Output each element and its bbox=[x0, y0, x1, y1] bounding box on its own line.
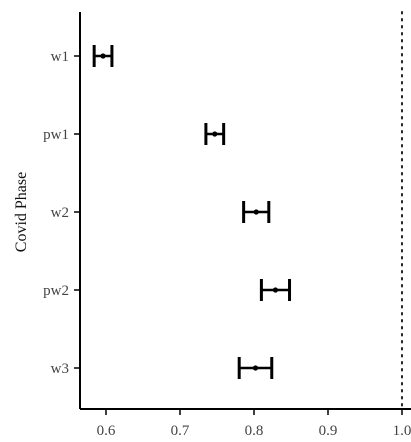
estimate-pw1 bbox=[204, 123, 226, 145]
x-tick-label-0.8: 0.8 bbox=[245, 423, 264, 439]
y-tick-label-pw1: pw1 bbox=[43, 127, 69, 143]
x-tick-label-0.7: 0.7 bbox=[171, 423, 190, 439]
point-estimate-w2 bbox=[253, 209, 259, 215]
estimate-w1 bbox=[92, 45, 114, 67]
point-estimate-w1 bbox=[100, 53, 106, 59]
y-tick-label-pw2: pw2 bbox=[43, 283, 69, 299]
x-tick-label-0.9: 0.9 bbox=[319, 423, 338, 439]
y-tick-label-w2: w2 bbox=[51, 205, 69, 221]
point-estimate-w3 bbox=[252, 365, 259, 371]
estimate-w3 bbox=[237, 357, 274, 379]
y-tick-label-w1: w1 bbox=[51, 49, 69, 65]
estimate-w2 bbox=[242, 201, 271, 223]
estimate-pw2 bbox=[259, 279, 292, 301]
y-tick-label-w3: w3 bbox=[51, 361, 69, 377]
point-estimate-pw2 bbox=[272, 287, 279, 293]
x-tick-label-1.0: 1.0 bbox=[393, 423, 411, 439]
y-axis-title: Covid Phase bbox=[13, 172, 30, 252]
point-estimate-pw1 bbox=[212, 131, 218, 137]
x-tick-label-0.6: 0.6 bbox=[97, 423, 116, 439]
